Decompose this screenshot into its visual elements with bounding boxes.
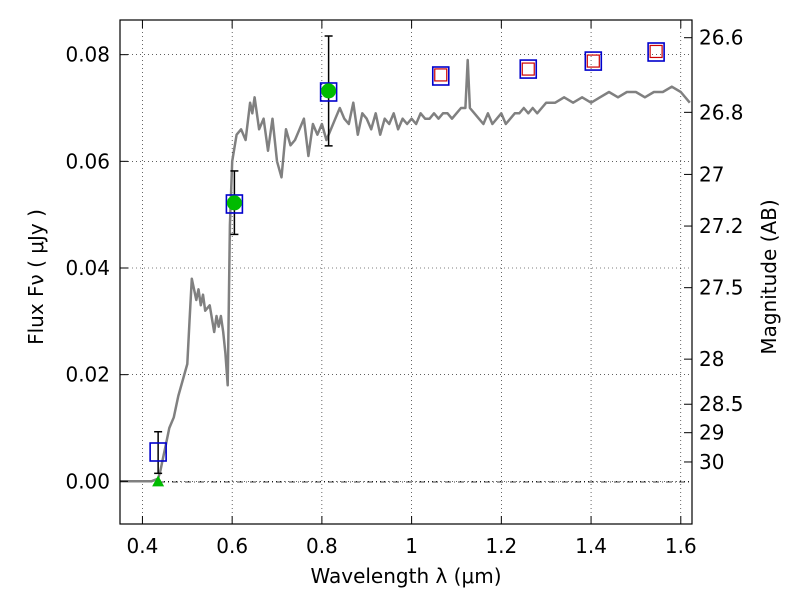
tick-labels: 0.4 0.6 0.8 1 1.2 1.4 1.6 0.00 0.02 0.04 0.06 0.08 2…	[65, 26, 743, 558]
mag-tick-label: 26.8	[699, 100, 744, 124]
y-tick-label: 0.00	[65, 469, 110, 493]
x-tick-label: 0.4	[127, 534, 159, 558]
mag-tick-label: 29	[699, 421, 724, 445]
x-tick-label: 1.2	[485, 534, 517, 558]
x-tick-label: 1.4	[575, 534, 607, 558]
plot-frame	[119, 19, 693, 525]
mag-tick-label: 26.6	[699, 26, 744, 50]
detection-point	[321, 83, 337, 99]
detection-point	[226, 195, 242, 211]
photometry-marks	[149, 35, 665, 487]
mag-tick-label: 27.2	[699, 214, 744, 238]
model-photometry-box	[649, 44, 663, 59]
x-tick-label: 0.6	[216, 534, 248, 558]
model-photometry-box	[434, 68, 448, 82]
observed-photometry-box	[225, 194, 244, 214]
y-tick-label: 0.04	[65, 256, 110, 280]
mag-tick-label: 28.5	[699, 392, 744, 416]
mag-tick-label: 28	[699, 347, 724, 371]
observed-photometry-box	[431, 66, 450, 86]
mag-tick-label: 27.5	[699, 276, 744, 300]
y-tick-label: 0.02	[65, 363, 110, 387]
mag-tick-label: 27	[699, 162, 724, 186]
observed-photometry-box	[647, 42, 665, 62]
y-tick-label: 0.06	[65, 149, 110, 173]
model-spectrum-line	[120, 58, 691, 483]
model-photometry-box	[586, 54, 600, 68]
model-photometry-box	[521, 62, 535, 76]
observed-photometry-box	[149, 442, 167, 462]
x-axis-label: Wavelength λ (μm)	[310, 564, 501, 588]
observed-photometry-box	[519, 59, 538, 79]
x-tick-label: 0.8	[306, 534, 338, 558]
non-detection-marker	[152, 475, 165, 487]
x-tick-label: 1	[405, 534, 418, 558]
y-axis-label: Flux Fν ( μJy )	[24, 209, 48, 345]
observed-photometry-box	[319, 82, 338, 102]
x-tick-label: 1.6	[665, 534, 697, 558]
observed-photometry-box	[584, 51, 603, 71]
mag-tick-label: 30	[699, 450, 724, 474]
y-tick-label: 0.08	[65, 43, 110, 67]
grid-lines	[120, 20, 692, 524]
magnitude-axis-label: Magnitude (AB)	[757, 199, 781, 354]
axis-ticks	[120, 20, 692, 524]
